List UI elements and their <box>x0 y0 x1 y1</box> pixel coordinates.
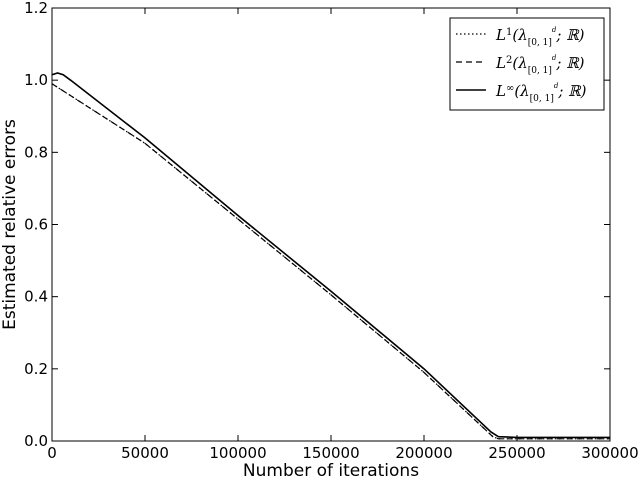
y-axis-title: Estimated relative errors <box>0 119 20 330</box>
series-layer <box>51 72 610 440</box>
series-line-3 <box>51 72 610 439</box>
y-tick-label: 1.0 <box>24 71 48 89</box>
x-tick-label: 150000 <box>302 444 359 462</box>
legend-label: L2(λ[0, 1]d; ℝ) <box>495 54 585 76</box>
x-axis-title: Number of iterations <box>243 461 419 481</box>
legend: L1(λ[0, 1]d; ℝ) L2(λ[0, 1]d; ℝ) L∞(λ[0, 1]… <box>449 17 605 111</box>
x-tick-label: 250000 <box>488 444 545 462</box>
y-tick-label: 0.0 <box>24 432 48 450</box>
x-axis: 0 50000 100000 150000 200000 250000 300000 <box>47 8 639 462</box>
series-line-2 <box>51 83 610 440</box>
x-tick-label: 100000 <box>209 444 266 462</box>
x-tick-label: 200000 <box>395 444 452 462</box>
y-tick-label: 0.8 <box>24 143 48 161</box>
x-tick-label: 0 <box>47 444 57 462</box>
y-tick-label: 0.6 <box>24 216 48 234</box>
x-tick-label: 300000 <box>581 444 638 462</box>
legend-label: L∞(λ[0, 1]d; ℝ) <box>495 82 587 104</box>
y-tick-label: 0.4 <box>24 288 48 306</box>
y-tick-label: 1.2 <box>24 0 48 17</box>
x-tick-label: 50000 <box>121 444 169 462</box>
y-axis: 0.0 0.2 0.4 0.6 0.8 1.0 1.2 <box>24 0 610 450</box>
y-tick-label: 0.2 <box>24 360 48 378</box>
legend-label: L1(λ[0, 1]d; ℝ) <box>495 26 585 48</box>
legend-frame <box>449 17 605 111</box>
